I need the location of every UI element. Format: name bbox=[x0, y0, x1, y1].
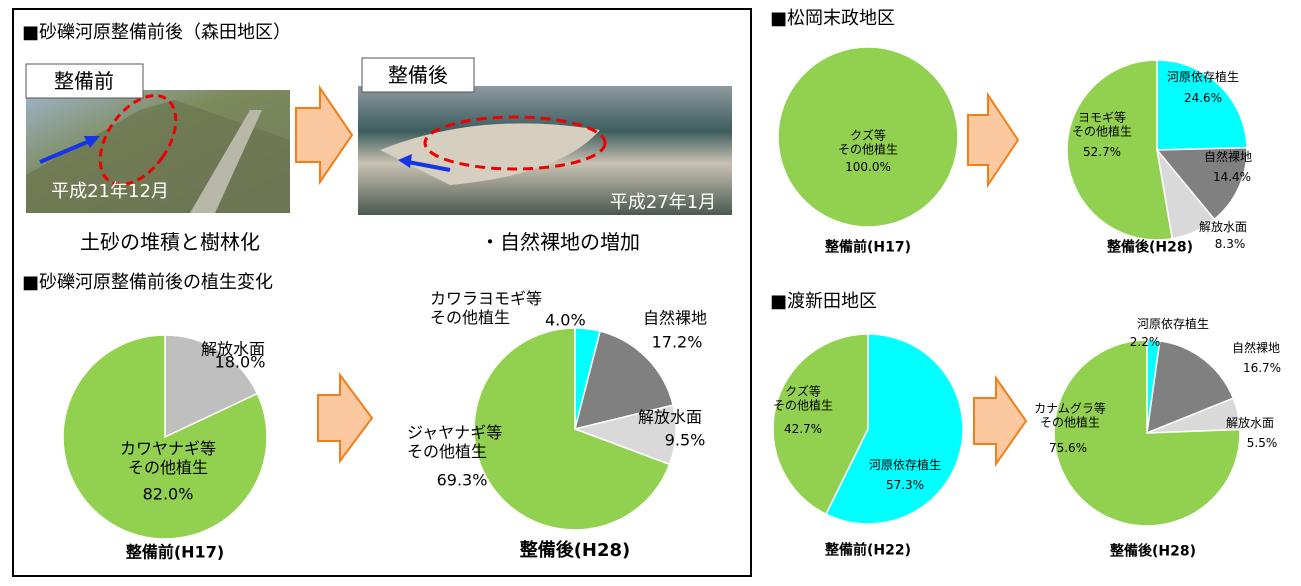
value-label: 57.3% bbox=[886, 478, 924, 492]
slice-label: 自然裸地 bbox=[643, 308, 707, 327]
value-label: 42.7% bbox=[784, 422, 822, 436]
slice-label: カワヤナギ等 その他植生 bbox=[120, 439, 216, 477]
value-label: 2.2% bbox=[1130, 335, 1161, 349]
slice-label: カワラヨモギ等 その他植生 bbox=[430, 289, 542, 327]
value-label: 17.2% bbox=[652, 332, 703, 351]
photo-label: 整備後 bbox=[388, 63, 448, 87]
slice-label: 自然裸地 bbox=[1232, 341, 1280, 355]
section-title: ■砂礫河原整備前後の植生変化 bbox=[22, 272, 273, 294]
value-label: 69.3% bbox=[437, 470, 488, 489]
value-label: 14.4% bbox=[1213, 170, 1251, 184]
chart-title: 整備後(H28) bbox=[1107, 240, 1193, 257]
slice-label: クズ等 その他植生 bbox=[838, 129, 898, 158]
value-label: 52.7% bbox=[1083, 145, 1121, 159]
chart-title: 整備前(H17) bbox=[126, 542, 224, 561]
photo-caption: ・自然裸地の増加 bbox=[480, 230, 640, 254]
slice-label: ジャヤナギ等 その他植生 bbox=[407, 423, 502, 461]
value-label: 100.0% bbox=[845, 160, 891, 174]
chart-title: 整備後(H28) bbox=[1110, 544, 1196, 561]
value-label: 8.3% bbox=[1215, 237, 1246, 251]
slice-label: 自然裸地 bbox=[1204, 150, 1252, 164]
photo-caption: 土砂の堆積と樹林化 bbox=[80, 230, 260, 254]
page: ■砂礫河原整備前後（森田地区） 整備前平成21年12月土砂の堆積と樹林化 整備後平成… bbox=[0, 0, 1301, 586]
value-label: 9.5% bbox=[665, 430, 706, 449]
value-label: 24.6% bbox=[1184, 91, 1222, 105]
value-label: 75.6% bbox=[1049, 441, 1087, 455]
section-title: ■松岡末政地区 bbox=[770, 8, 895, 30]
slice-label: クズ等 その他植生 bbox=[773, 385, 833, 414]
slice-label: 河原依存植生 bbox=[869, 458, 941, 472]
photo-label: 整備前 bbox=[54, 69, 114, 93]
section-title: ■砂礫河原整備前後（森田地区） bbox=[22, 22, 291, 44]
chart-title: 整備前(H17) bbox=[825, 240, 911, 257]
slice-label: ヨモギ等 その他植生 bbox=[1072, 111, 1132, 140]
chart-title: 整備後(H28) bbox=[520, 540, 631, 562]
photo-date: 平成27年1月 bbox=[610, 192, 716, 214]
slice-label: 解放水面 bbox=[638, 407, 702, 426]
slice-label: 解放水面 bbox=[1199, 220, 1247, 234]
section-title: ■渡新田地区 bbox=[770, 291, 877, 313]
slice-label: 河原依存植生 bbox=[1167, 70, 1239, 84]
slice-label: 解放水面 bbox=[1226, 416, 1274, 430]
value-label: 16.7% bbox=[1243, 361, 1281, 375]
value-label: 5.5% bbox=[1247, 436, 1278, 450]
value-label: 18.0% bbox=[215, 352, 266, 371]
value-label: 4.0% bbox=[545, 310, 586, 329]
value-label: 82.0% bbox=[143, 484, 194, 503]
slice-label: 河原依存植生 bbox=[1137, 317, 1209, 331]
slice-label: カナムグラ等 その他植生 bbox=[1034, 402, 1106, 431]
chart-title: 整備前(H22) bbox=[825, 543, 911, 560]
photo-date: 平成21年12月 bbox=[51, 181, 169, 203]
